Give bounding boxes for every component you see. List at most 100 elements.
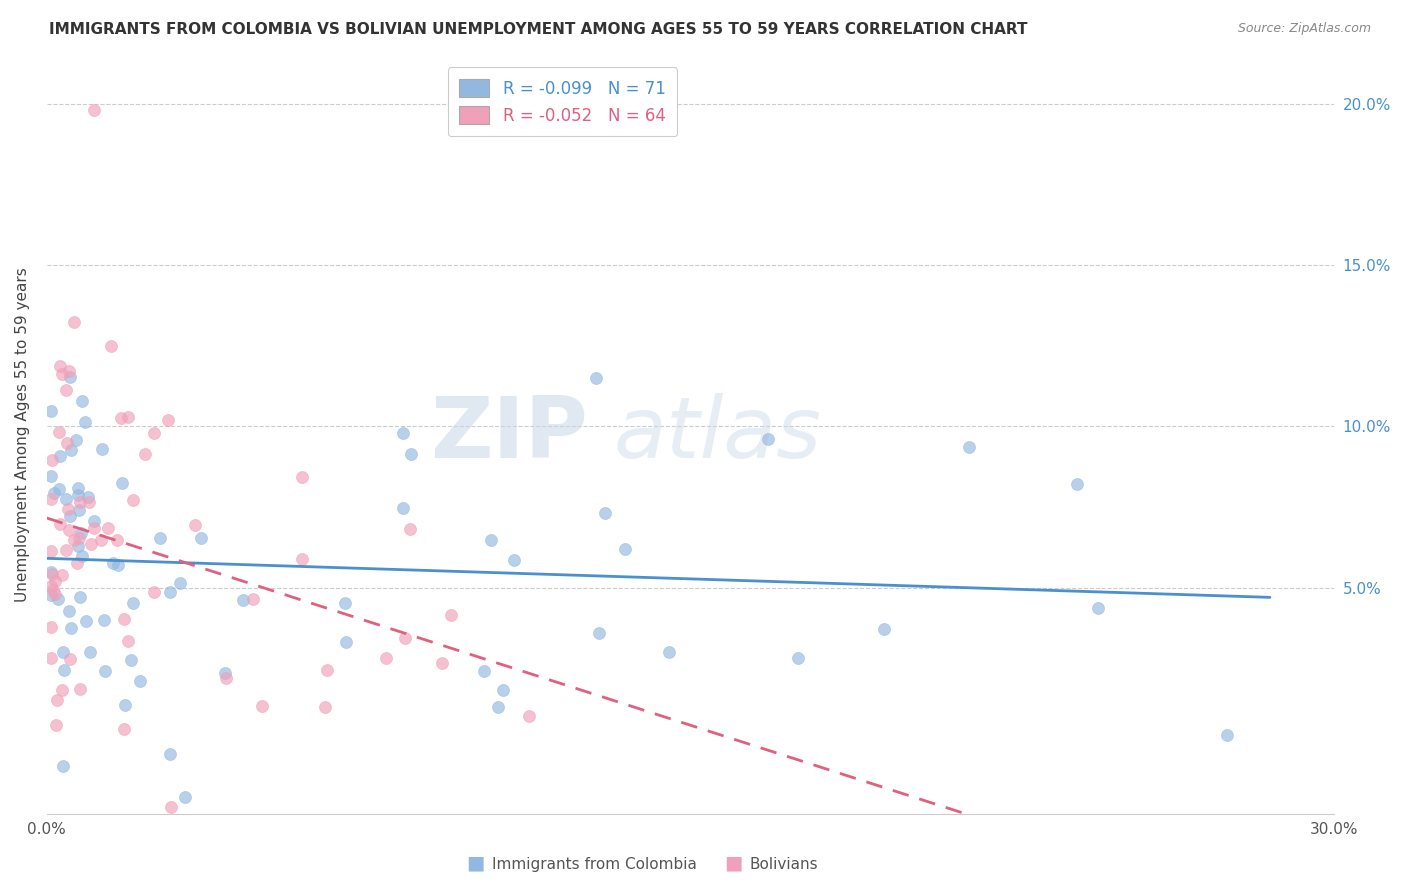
Point [69, 494, 91, 508]
Point [110, 411, 132, 425]
Point [45, 717, 67, 731]
Y-axis label: Unemployment Among Ages 55 to 59 years: Unemployment Among Ages 55 to 59 years [15, 267, 30, 602]
Point [335, 596, 357, 610]
Text: atlas: atlas [613, 392, 821, 475]
Point [190, 531, 212, 545]
Point [959, 440, 981, 454]
Text: Bolivians: Bolivians [749, 857, 818, 872]
Point [440, 608, 463, 623]
Point [394, 632, 416, 646]
Point [100, 338, 122, 352]
Point [44, 587, 66, 601]
Point [472, 664, 495, 678]
Point [59, 652, 82, 666]
Point [111, 475, 134, 490]
Point [83, 521, 105, 535]
Point [55, 492, 77, 507]
Point [392, 425, 415, 440]
Point [59, 443, 82, 458]
Point [63, 315, 86, 329]
Point [44, 574, 66, 588]
Point [122, 597, 145, 611]
Point [90, 442, 112, 456]
Point [67, 531, 90, 545]
Text: ■: ■ [724, 854, 742, 872]
Point [232, 592, 254, 607]
Point [59, 509, 82, 524]
Point [391, 500, 413, 515]
Point [52, 645, 75, 659]
Point [117, 634, 139, 648]
Point [872, 622, 894, 636]
Point [41, 453, 63, 467]
Point [49, 449, 72, 463]
Point [479, 533, 502, 547]
Point [593, 507, 616, 521]
Point [67, 503, 90, 517]
Point [160, 800, 183, 814]
Point [1066, 477, 1088, 491]
Point [517, 709, 540, 723]
Text: ZIP: ZIP [430, 392, 588, 475]
Point [335, 635, 357, 649]
Point [314, 700, 336, 714]
Point [59, 370, 82, 384]
Point [786, 650, 808, 665]
Point [58, 524, 80, 538]
Point [55, 436, 77, 450]
Point [48, 425, 70, 440]
Point [93, 613, 115, 627]
Point [51, 367, 73, 381]
Point [143, 425, 166, 440]
Point [77, 495, 100, 509]
Point [66, 487, 89, 501]
Point [492, 683, 515, 698]
Point [430, 657, 453, 671]
Point [39, 404, 62, 418]
Point [39, 620, 62, 634]
Point [58, 364, 80, 378]
Point [114, 698, 136, 713]
Point [142, 585, 165, 599]
Point [149, 531, 172, 545]
Point [60, 621, 83, 635]
Point [69, 682, 91, 697]
Point [613, 542, 636, 557]
Point [51, 682, 73, 697]
Point [215, 671, 238, 685]
Point [48, 482, 70, 496]
Point [184, 518, 207, 533]
Point [80, 537, 103, 551]
Point [156, 413, 179, 427]
Point [72, 549, 94, 563]
Point [374, 651, 396, 665]
Point [94, 664, 117, 678]
Point [39, 469, 62, 483]
Point [169, 576, 191, 591]
Point [39, 492, 62, 507]
Point [290, 470, 312, 484]
Point [112, 723, 135, 737]
Point [66, 556, 89, 570]
Point [42, 485, 65, 500]
Point [486, 699, 509, 714]
Point [70, 526, 93, 541]
Point [76, 614, 98, 628]
Point [48, 592, 70, 607]
Point [250, 698, 273, 713]
Text: IMMIGRANTS FROM COLOMBIA VS BOLIVIAN UNEMPLOYMENT AMONG AGES 55 TO 59 YEARS CORR: IMMIGRANTS FROM COLOMBIA VS BOLIVIAN UNE… [49, 22, 1028, 37]
Point [121, 492, 143, 507]
Point [1087, 600, 1109, 615]
Point [1216, 728, 1239, 742]
Point [159, 585, 181, 599]
Point [90, 533, 112, 548]
Point [39, 544, 62, 558]
Point [214, 665, 236, 680]
Point [117, 409, 139, 424]
Point [173, 790, 195, 805]
Point [503, 553, 526, 567]
Point [585, 371, 607, 385]
Point [83, 514, 105, 528]
Point [55, 542, 77, 557]
Point [55, 383, 77, 397]
